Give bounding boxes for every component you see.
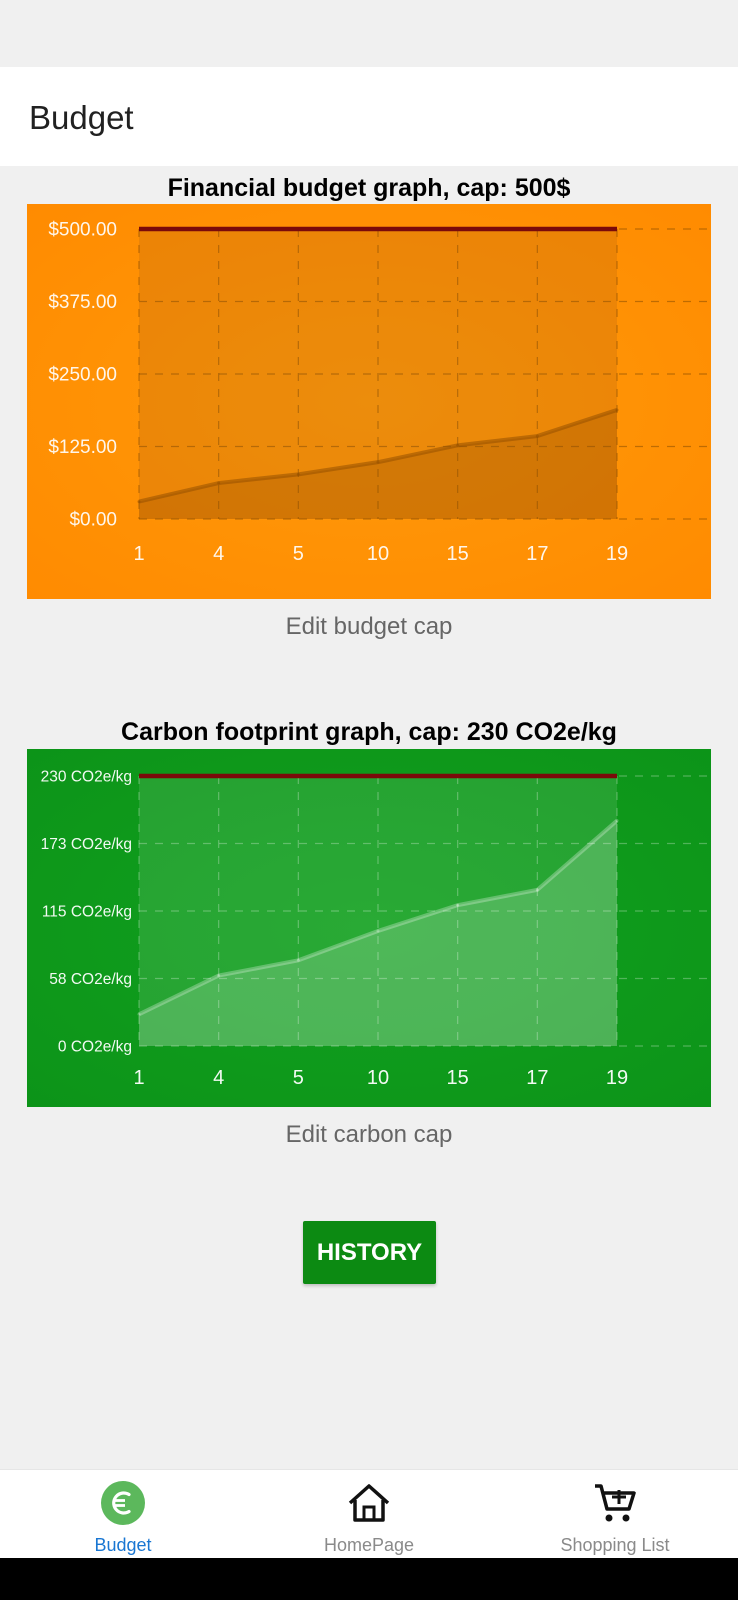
nav-item-shopping-list[interactable]: Shopping List	[492, 1470, 738, 1559]
data-point	[456, 443, 460, 447]
nav-label-homepage: HomePage	[323, 1535, 415, 1555]
y-tick-label: $0.00	[69, 510, 117, 531]
data-point	[376, 929, 380, 933]
nav-label-budget: Budget	[94, 1535, 152, 1555]
system-navigation-bar	[0, 1558, 738, 1600]
data-point	[615, 408, 619, 412]
y-tick-label: 230 CO2e/kg	[41, 768, 132, 785]
carbon-chart: 0 CO2e/kg 58 CO2e/kg 115 CO2e/kg 173 CO2e/k…	[27, 749, 711, 1107]
home-icon	[348, 1484, 390, 1522]
y-tick-label: 173 CO2e/kg	[41, 836, 132, 853]
data-area	[139, 409, 617, 519]
budget-chart: $0.00 $125.00 $250.00 $375.00 $500.00 1 4 5 10 15…	[27, 204, 711, 599]
data-area	[139, 820, 617, 1046]
x-tick-label: 19	[606, 1067, 628, 1089]
data-point	[137, 500, 141, 504]
carbon-chart-svg: 0 CO2e/kg 58 CO2e/kg 115 CO2e/kg 173 CO2e/k…	[27, 749, 711, 1107]
x-tick-label: 15	[447, 1067, 469, 1089]
x-tick-label: 15	[447, 543, 469, 565]
euro-icon	[101, 1481, 145, 1525]
x-tick-label: 10	[367, 543, 389, 565]
history-button[interactable]: HISTORY	[303, 1221, 436, 1284]
budget-chart-title: Financial budget graph, cap: 500$	[167, 174, 571, 202]
budget-chart-svg: $0.00 $125.00 $250.00 $375.00 $500.00 1 4 5 10 15…	[27, 204, 711, 599]
chart-background	[27, 749, 711, 1107]
data-point	[376, 460, 380, 464]
x-tick-label: 10	[367, 1067, 389, 1089]
x-tick-label: 5	[293, 543, 304, 565]
x-tick-label: 5	[293, 1067, 304, 1089]
y-tick-label: $500.00	[48, 220, 117, 241]
bottom-navigation: Budget HomePage Shopping List	[0, 1469, 738, 1559]
y-tick-label: $250.00	[48, 365, 117, 386]
data-point	[456, 903, 460, 907]
cart-icon	[595, 1484, 636, 1522]
carbon-chart-title: Carbon footprint graph, cap: 230 CO2e/kg	[121, 718, 617, 746]
nav-item-homepage[interactable]: HomePage	[246, 1470, 492, 1559]
y-tick-label: 0 CO2e/kg	[58, 1038, 132, 1055]
x-tick-label: 1	[133, 1067, 144, 1089]
x-tick-label: 4	[213, 1067, 224, 1089]
data-point	[535, 888, 539, 892]
data-point	[217, 481, 221, 485]
app-bar: Budget	[0, 67, 738, 166]
chart-background	[27, 204, 711, 599]
x-tick-label: 17	[526, 543, 548, 565]
cap-area	[139, 776, 617, 1046]
data-point	[615, 819, 619, 823]
cap-area	[139, 229, 617, 519]
x-tick-label: 4	[213, 543, 224, 565]
edit-budget-cap-link[interactable]: Edit budget cap	[285, 613, 453, 640]
data-line	[138, 819, 619, 1017]
data-point	[535, 434, 539, 438]
nav-item-budget[interactable]: Budget	[0, 1470, 246, 1559]
data-point	[296, 958, 300, 962]
x-tick-label: 19	[606, 543, 628, 565]
x-tick-label: 1	[133, 543, 144, 565]
y-tick-label: 58 CO2e/kg	[49, 971, 132, 988]
data-point	[217, 974, 221, 978]
data-point	[137, 1012, 141, 1016]
x-tick-label: 17	[526, 1067, 548, 1089]
y-tick-label: $375.00	[48, 292, 117, 313]
y-tick-label: 115 CO2e/kg	[42, 903, 132, 920]
edit-carbon-cap-link[interactable]: Edit carbon cap	[285, 1121, 453, 1148]
nav-label-shopping-list: Shopping List	[560, 1535, 670, 1555]
data-point	[296, 472, 300, 476]
y-tick-label: $125.00	[48, 437, 117, 458]
page-title: Budget	[29, 99, 134, 136]
